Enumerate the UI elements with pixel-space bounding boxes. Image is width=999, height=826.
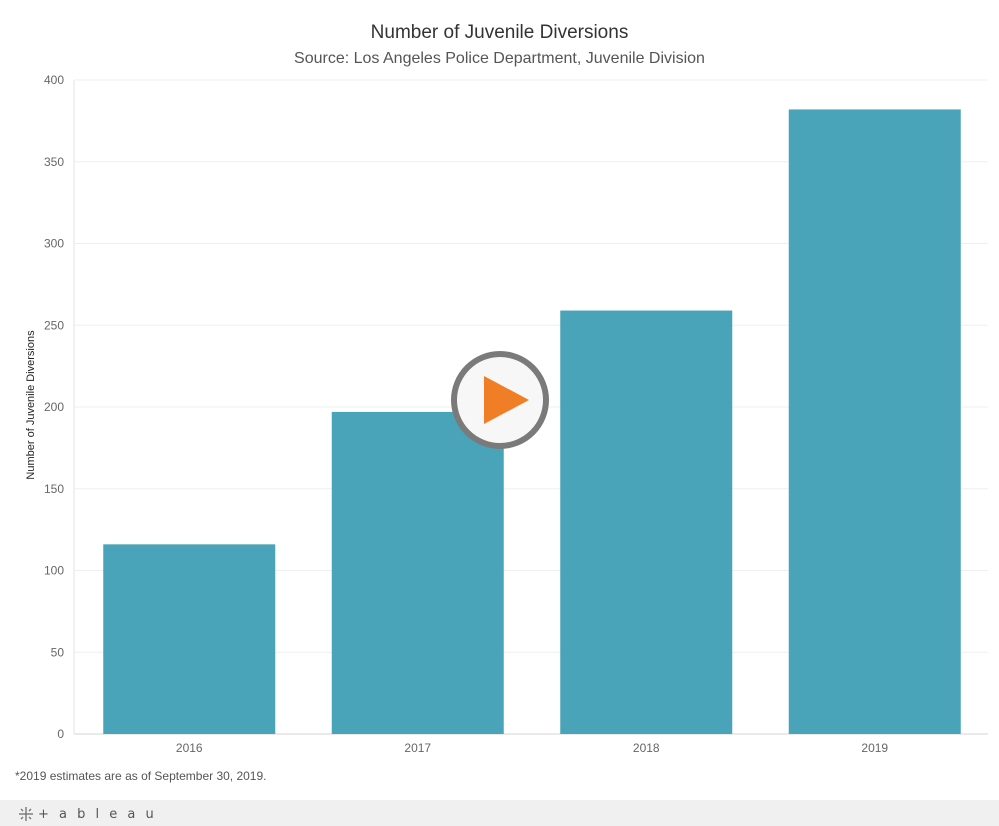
bar xyxy=(331,411,504,734)
bar xyxy=(788,109,961,735)
tableau-logo[interactable]: + a b l e a u xyxy=(18,805,157,823)
footer-bar: + a b l e a u xyxy=(0,800,999,826)
y-tick-label: 50 xyxy=(51,645,65,659)
footnote: *2019 estimates are as of September 30, … xyxy=(15,769,267,783)
y-tick-label: 150 xyxy=(44,482,64,496)
y-tick-label: 100 xyxy=(44,564,64,578)
x-axis-ticks: 2016 2017 2018 2019 xyxy=(176,741,889,755)
y-axis-ticks: 0 50 100 150 200 250 300 350 400 xyxy=(44,73,64,741)
bar xyxy=(560,310,733,734)
y-tick-label: 0 xyxy=(57,727,64,741)
y-tick-label: 200 xyxy=(44,400,64,414)
chart-subtitle: Source: Los Angeles Police Department, J… xyxy=(294,50,705,67)
chart-title: Number of Juvenile Diversions xyxy=(370,22,629,43)
y-tick-label: 300 xyxy=(44,237,64,251)
x-tick-label: 2017 xyxy=(404,741,431,755)
y-tick-label: 350 xyxy=(44,155,64,169)
x-tick-label: 2019 xyxy=(861,741,888,755)
tableau-cross-icon xyxy=(19,807,33,821)
play-icon xyxy=(451,351,549,449)
tableau-wordmark: + a b l e a u xyxy=(38,806,157,822)
bars xyxy=(103,109,961,735)
y-tick-label: 250 xyxy=(44,318,64,332)
y-tick-label: 400 xyxy=(44,73,64,87)
x-tick-label: 2016 xyxy=(176,741,203,755)
x-tick-label: 2018 xyxy=(633,741,660,755)
bar xyxy=(103,544,276,734)
play-button[interactable] xyxy=(451,351,549,449)
